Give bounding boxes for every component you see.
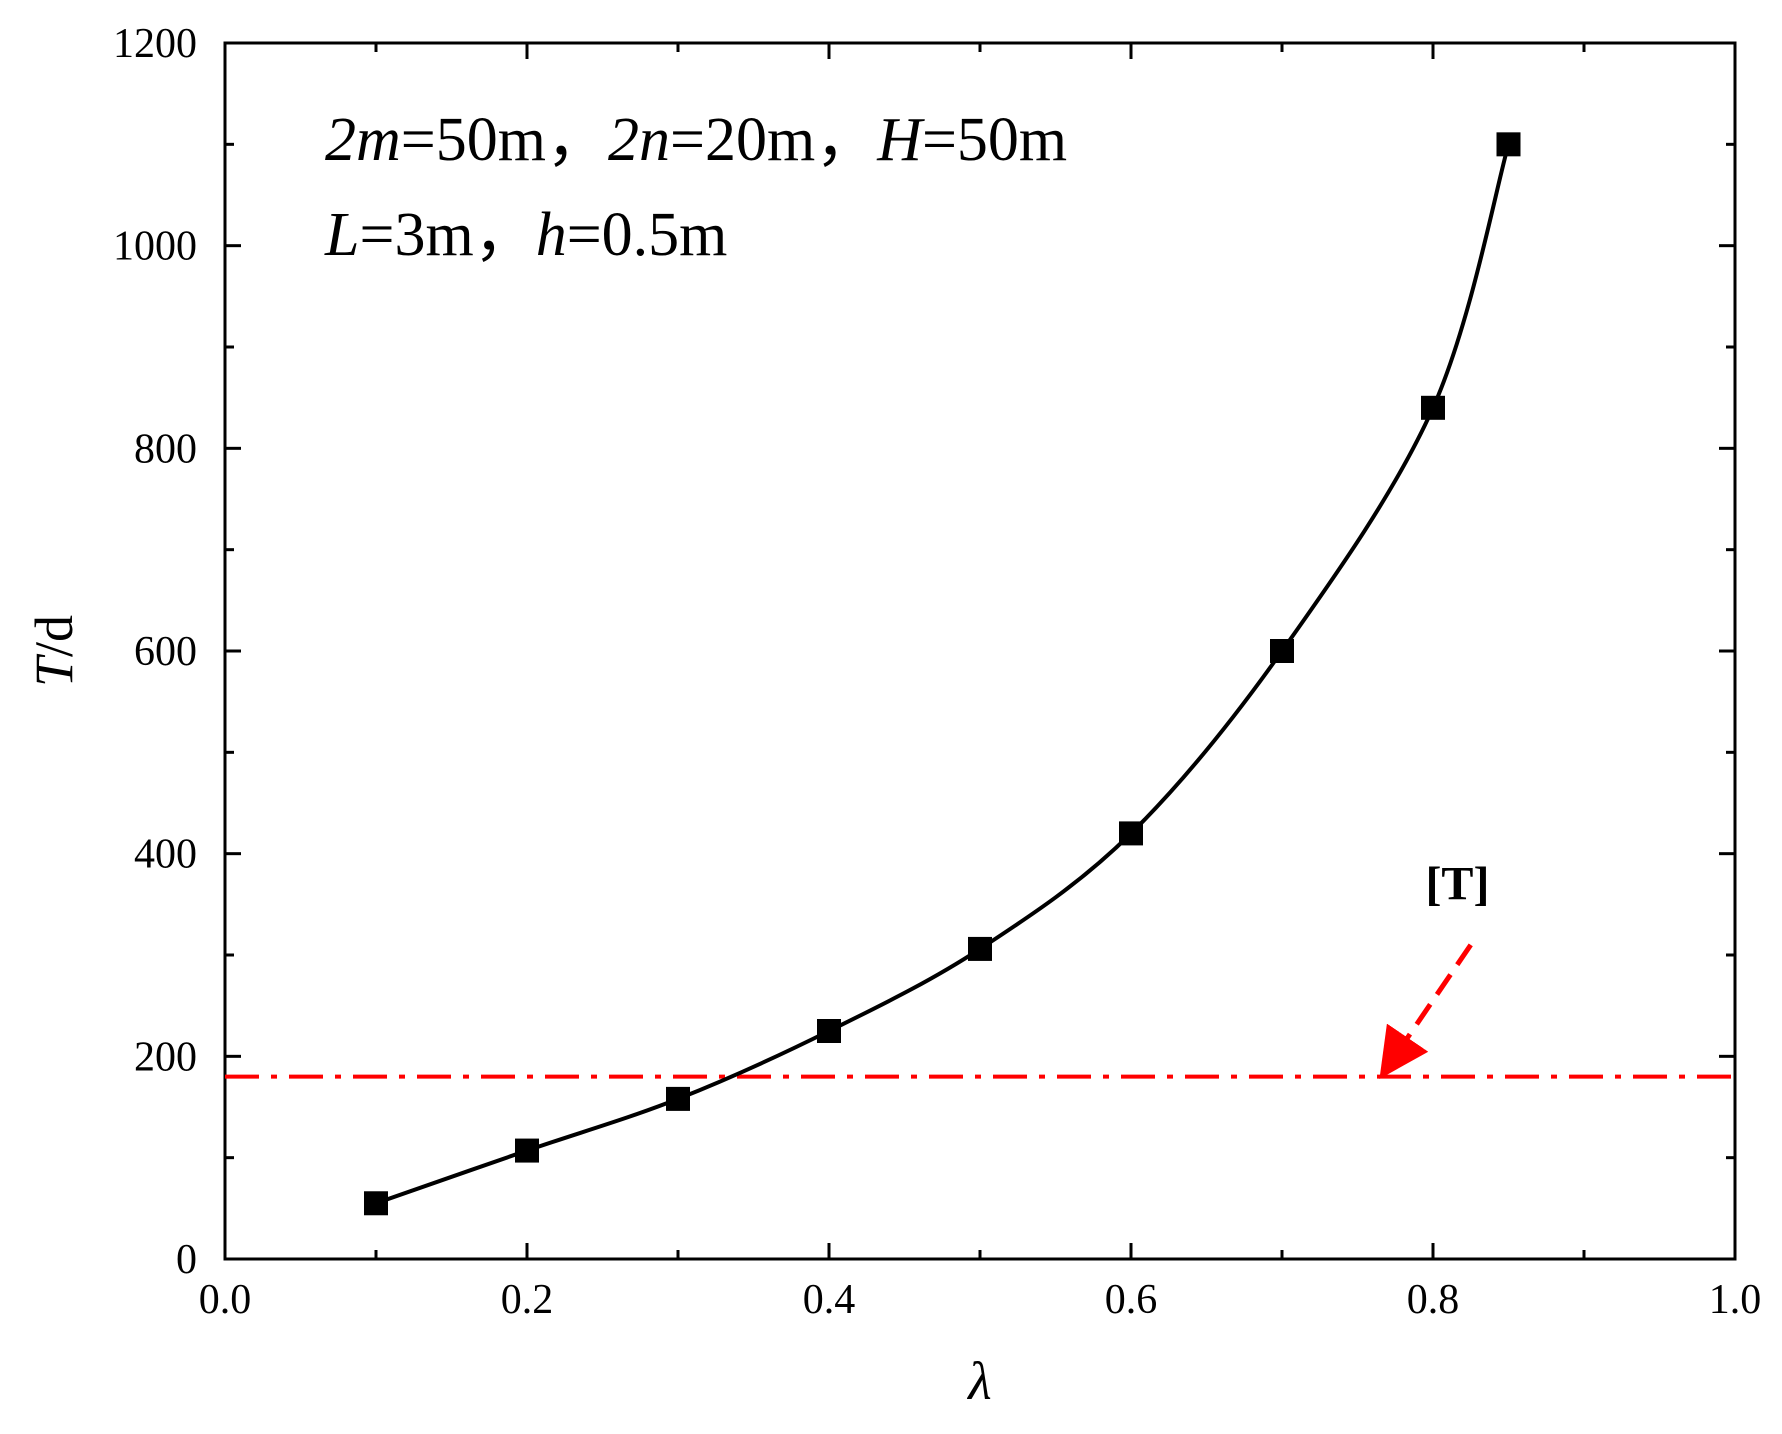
- y-axis-title-symbol: T: [24, 653, 84, 687]
- data-point: [968, 936, 992, 961]
- data-point: [1421, 395, 1445, 420]
- annotation-run: n: [639, 106, 670, 174]
- series-markers: [364, 132, 1521, 1216]
- annotation-run: L: [324, 201, 359, 269]
- x-tick-label: 0.0: [199, 1277, 252, 1323]
- data-point: [364, 1191, 388, 1216]
- x-tick-label: 0.4: [803, 1277, 856, 1323]
- x-tick-label: 0.2: [501, 1277, 554, 1323]
- data-point: [1119, 821, 1143, 846]
- ticks: [223, 41, 1737, 1261]
- x-axis-title: λ: [966, 1351, 991, 1411]
- data-point: [1496, 132, 1521, 157]
- annotation-line-2: L=3m，h=0.5m: [324, 201, 727, 269]
- x-tick-label: 1.0: [1709, 1277, 1762, 1323]
- y-tick-label: 1000: [113, 224, 197, 270]
- data-point: [515, 1138, 539, 1163]
- annotation-run: =50m，: [401, 106, 608, 174]
- annotation-run: =0.5m: [567, 201, 728, 269]
- annotation-run: m: [356, 106, 401, 174]
- x-tick-label: 0.6: [1105, 1277, 1158, 1323]
- y-tick-label: 800: [134, 426, 197, 472]
- y-tick-label: 0: [176, 1237, 197, 1283]
- reference-arrow: [1379, 943, 1473, 1079]
- annotation-line-1: 2m=50m，2n=20m，H=50m: [325, 106, 1067, 174]
- tick-labels: 0.0 0.2 0.4 0.6 0.8 1.0 0 200 400 600 800 1000 1200: [113, 21, 1761, 1323]
- annotation-run: h: [536, 201, 567, 269]
- annotation-run: =50m: [922, 106, 1067, 174]
- annotation-run: =3m，: [359, 201, 535, 269]
- annotation-run: =20m，: [670, 106, 877, 174]
- annotation-run: 2: [608, 106, 639, 174]
- y-tick-label: 1200: [113, 21, 197, 67]
- annotation-run: H: [876, 106, 925, 174]
- series-curve: [375, 143, 1511, 1206]
- data-point: [1270, 639, 1294, 663]
- data-point: [817, 1019, 841, 1043]
- annotation-run: 2: [325, 106, 356, 174]
- x-tick-label: 0.8: [1407, 1277, 1460, 1323]
- y-tick-label: 200: [134, 1034, 197, 1080]
- y-axis-title: T/d: [24, 615, 84, 687]
- reference-line-label: [T]: [1425, 857, 1489, 910]
- data-point: [666, 1086, 690, 1111]
- y-axis-title-unit: /d: [24, 615, 84, 657]
- y-tick-label: 400: [134, 832, 197, 878]
- y-tick-label: 600: [134, 629, 197, 675]
